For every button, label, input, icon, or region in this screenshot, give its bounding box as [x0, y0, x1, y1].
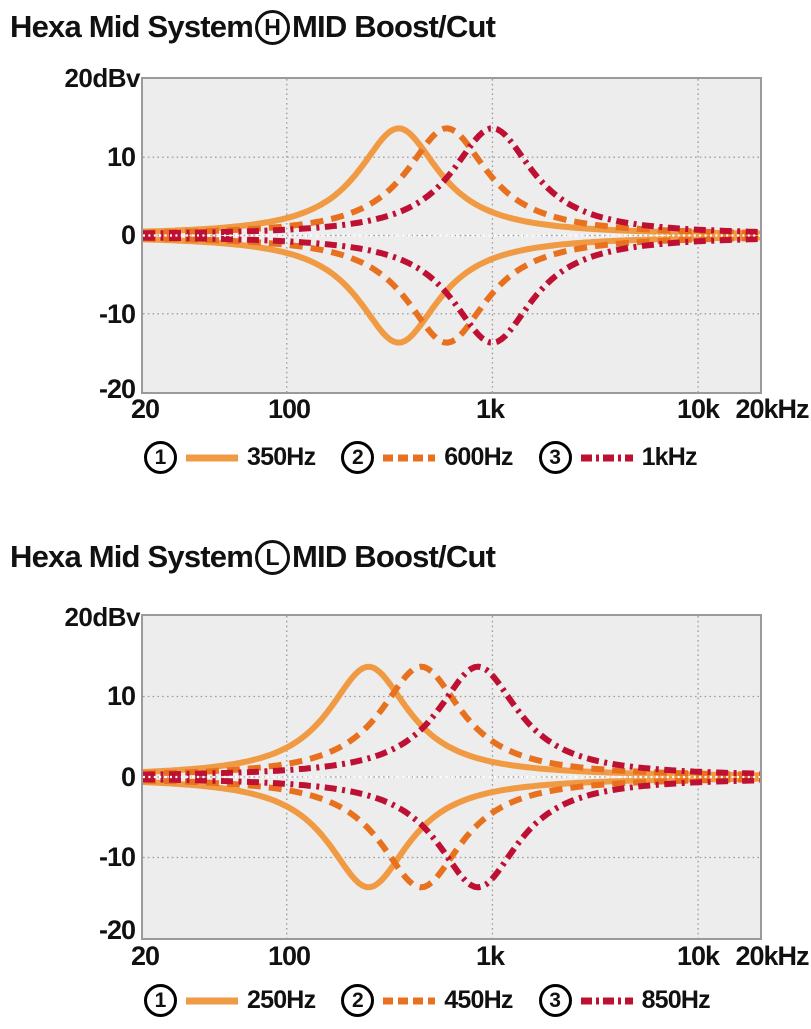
- y-tick: 0: [120, 220, 136, 250]
- curves-svg: [143, 79, 760, 392]
- legend-item: 3 1kHz: [538, 441, 698, 474]
- chart-l-mid: Hexa Mid System L MID Boost/Cut 20dBv 10…: [0, 530, 811, 1029]
- curve-350Hz-boost: [143, 125, 760, 237]
- plot-area: [141, 614, 762, 940]
- curve-450Hz-cut: [143, 776, 760, 891]
- curve-350Hz-cut: [143, 234, 760, 346]
- chart-title: Hexa Mid System L MID Boost/Cut: [10, 538, 496, 576]
- legend-item: 2 450Hz: [341, 984, 513, 1017]
- curve-1kHz-cut: [143, 234, 760, 346]
- legend-line-solid: [186, 454, 238, 461]
- legend-label: 450Hz: [444, 986, 513, 1014]
- title-prefix: Hexa Mid System: [10, 539, 254, 574]
- y-tick: -20: [98, 915, 136, 945]
- y-axis-top-label: 20dBv: [64, 602, 140, 632]
- curve-250Hz-boost: [143, 663, 760, 779]
- legend-label: 850Hz: [641, 986, 711, 1014]
- title-circle-letter: H: [255, 9, 290, 45]
- x-tick: 20: [130, 394, 160, 424]
- y-tick: -20: [98, 374, 136, 404]
- x-tick: 20kHz: [735, 394, 809, 424]
- legend-line-solid: [186, 997, 238, 1004]
- curve-600Hz-cut: [143, 235, 760, 346]
- plot-area: [141, 77, 762, 394]
- legend-line-dashdot: [580, 997, 633, 1004]
- y-tick: -10: [98, 299, 136, 329]
- x-tick: 20kHz: [735, 941, 809, 971]
- legend-item: 1 250Hz: [144, 984, 316, 1017]
- legend-label: 600Hz: [444, 443, 513, 471]
- legend-item: 3 850Hz: [538, 984, 711, 1017]
- y-tick: 10: [106, 681, 136, 711]
- legend-line-dashdot: [580, 454, 633, 461]
- curve-600Hz-boost: [143, 125, 760, 236]
- legend-label: 1kHz: [641, 443, 698, 471]
- legend: 1 350Hz 2 600Hz 3 1kHz: [144, 441, 698, 474]
- title-circle-letter: L: [255, 539, 290, 575]
- curve-450Hz-boost: [143, 663, 760, 778]
- y-axis-top-label: 20dBv: [64, 63, 140, 93]
- x-tick: 100: [267, 394, 311, 424]
- legend-line-dashed: [383, 997, 436, 1004]
- legend-number-circle: 3: [538, 441, 572, 474]
- legend-number-circle: 1: [144, 441, 177, 474]
- title-prefix: Hexa Mid System: [10, 9, 254, 44]
- title-suffix: MID Boost/Cut: [292, 9, 496, 44]
- y-tick: 0: [120, 762, 136, 792]
- legend-item: 2 600Hz: [341, 441, 513, 474]
- x-tick: 10k: [676, 394, 720, 424]
- curve-1kHz-boost: [143, 125, 760, 237]
- curve-850Hz-boost: [143, 663, 760, 778]
- legend-label: 250Hz: [247, 986, 316, 1014]
- title-suffix: MID Boost/Cut: [292, 539, 496, 574]
- legend-number-circle: 3: [538, 984, 572, 1017]
- x-tick: 100: [267, 941, 311, 971]
- chart-title: Hexa Mid System H MID Boost/Cut: [10, 8, 496, 46]
- y-tick: -10: [98, 842, 136, 872]
- x-tick: 10k: [676, 941, 720, 971]
- x-tick: 1k: [475, 394, 505, 424]
- legend: 1 250Hz 2 450Hz 3 850Hz: [144, 984, 711, 1017]
- x-tick: 20: [130, 941, 160, 971]
- legend-number-circle: 2: [341, 441, 375, 474]
- legend-label: 350Hz: [247, 443, 316, 471]
- curve-250Hz-cut: [143, 775, 760, 891]
- x-tick: 1k: [475, 941, 505, 971]
- curve-850Hz-cut: [143, 776, 760, 891]
- y-tick: 10: [106, 142, 136, 172]
- chart-h-mid: Hexa Mid System H MID Boost/Cut 20dBv 10…: [10, 8, 810, 474]
- legend-number-circle: 1: [144, 984, 177, 1017]
- legend-line-dashed: [383, 454, 436, 461]
- legend-item: 1 350Hz: [144, 441, 316, 474]
- curves-svg: [143, 616, 760, 938]
- legend-number-circle: 2: [341, 984, 375, 1017]
